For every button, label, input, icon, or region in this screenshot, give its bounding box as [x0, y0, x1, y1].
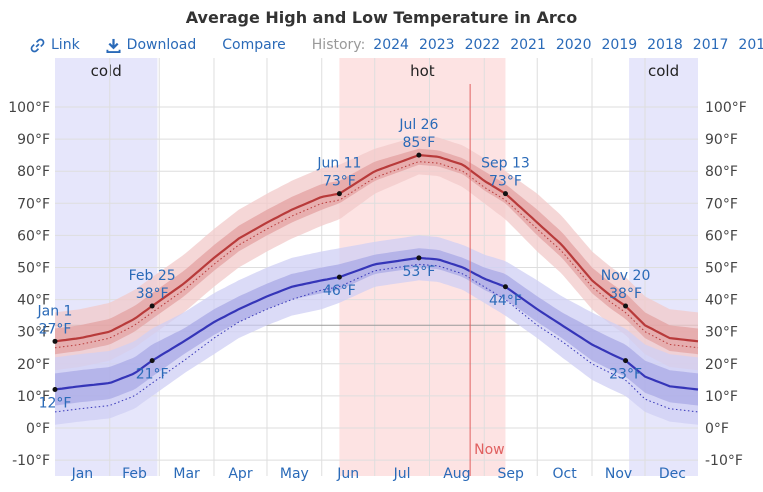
y-tick-right: 40°F — [705, 293, 738, 309]
y-tick-right: 100°F — [705, 100, 747, 116]
annotation-value: 27°F — [39, 321, 72, 337]
y-tick-left: 60°F — [17, 228, 50, 244]
y-tick-left: 70°F — [17, 196, 50, 212]
annotation-point — [149, 358, 155, 364]
y-tick-right: 0°F — [705, 421, 729, 437]
y-tick-right: 20°F — [705, 357, 738, 373]
annotation-value: 38°F — [136, 286, 169, 302]
history-year-2018[interactable]: 2018 — [647, 37, 683, 53]
annotation-value: 23°F — [609, 367, 642, 383]
annotation-date: Jul 26 — [398, 117, 438, 133]
annotation-value: 73°F — [489, 174, 522, 190]
season-label-cold: cold — [648, 62, 679, 80]
y-tick-left: 30°F — [17, 325, 50, 341]
annotation-value: 21°F — [136, 367, 169, 383]
y-tick-left: 40°F — [17, 293, 50, 309]
annotation-point — [52, 386, 58, 392]
y-tick-left: 20°F — [17, 357, 50, 373]
annotation-value: 53°F — [402, 264, 435, 280]
chart-title: Average High and Low Temperature in Arco — [185, 8, 578, 27]
month-tick: Jun — [336, 466, 359, 482]
y-tick-left: 100°F — [8, 100, 50, 116]
y-tick-right: 10°F — [705, 389, 738, 405]
annotation-value: 46°F — [323, 283, 356, 299]
month-tick: Mar — [173, 466, 200, 482]
annotation-point — [336, 191, 342, 197]
annotation-point — [416, 152, 422, 158]
y-tick-left: 10°F — [17, 389, 50, 405]
history-year-2020[interactable]: 2020 — [555, 37, 592, 53]
annotation-point — [502, 284, 508, 290]
y-tick-left: 90°F — [17, 132, 50, 148]
annotation-date: Sep 13 — [481, 156, 530, 172]
month-tick: Aug — [443, 466, 470, 482]
annotation-point — [149, 303, 155, 309]
y-tick-right: -10°F — [705, 453, 743, 469]
y-tick-left: 50°F — [17, 261, 50, 277]
annotation-point — [623, 358, 629, 364]
month-tick: Oct — [553, 466, 578, 482]
annotation-value: 38°F — [609, 286, 642, 302]
history-year-2024[interactable]: 2024 — [373, 37, 409, 53]
annotation-date: Jun 11 — [316, 156, 361, 172]
annotation-date: Jan 1 — [37, 303, 73, 319]
low-band-25-75 — [55, 248, 698, 406]
annotation-value: 12°F — [39, 395, 72, 411]
history-year-2021[interactable]: 2021 — [510, 37, 546, 53]
y-tick-right: 60°F — [705, 228, 738, 244]
low-dotted-line — [54, 263, 699, 413]
season-label-hot: hot — [410, 62, 435, 80]
month-tick: Jan — [71, 466, 94, 482]
history-year-2022[interactable]: 2022 — [464, 37, 501, 53]
month-tick: Feb — [122, 466, 147, 482]
annotation-date: Nov 20 — [601, 268, 651, 284]
download-label: Download — [126, 37, 197, 53]
annotation-point — [502, 191, 508, 197]
y-tick-right: 80°F — [705, 164, 738, 180]
history-year-2016[interactable]: 2016 — [738, 37, 763, 53]
y-tick-left: 0°F — [26, 421, 50, 437]
link-label: Link — [51, 37, 80, 53]
toolbar: Link Download Compare History: 2024 2023… — [30, 36, 763, 54]
history-year-2023[interactable]: 2023 — [418, 37, 455, 53]
high-line — [54, 153, 699, 343]
annotation-value: 85°F — [402, 135, 435, 151]
download-icon — [106, 38, 121, 53]
annotation-point — [623, 303, 629, 309]
season-label-cold: cold — [91, 62, 122, 80]
month-tick: Sep — [498, 466, 525, 482]
annotation-point — [52, 338, 58, 344]
low-band-10-90 — [55, 235, 698, 425]
annotation-point — [416, 255, 422, 261]
month-tick: Nov — [605, 466, 632, 482]
high-band-10-90 — [55, 135, 698, 371]
month-tick: Jul — [393, 466, 411, 482]
high-dotted-line — [54, 161, 699, 349]
month-tick: Dec — [659, 466, 686, 482]
annotation-value: 73°F — [323, 174, 356, 190]
low-line — [54, 256, 699, 391]
annotation-value: 44°F — [489, 293, 522, 309]
history-label: History: — [311, 37, 366, 53]
download-button[interactable]: Download — [106, 37, 197, 53]
history-year-2019[interactable]: 2019 — [601, 37, 638, 53]
y-tick-right: 90°F — [705, 132, 738, 148]
month-tick: Apr — [228, 466, 252, 482]
annotation-point — [336, 274, 342, 280]
history-year-2017[interactable]: 2017 — [692, 37, 729, 53]
link-icon — [30, 38, 45, 52]
y-tick-left: 80°F — [17, 164, 50, 180]
link-button[interactable]: Link — [30, 37, 80, 53]
now-label: Now — [474, 442, 505, 458]
y-tick-right: 50°F — [705, 261, 738, 277]
y-tick-left: -10°F — [12, 453, 50, 469]
compare-button[interactable]: Compare — [222, 37, 286, 53]
y-tick-right: 70°F — [705, 196, 738, 212]
annotation-date: Feb 25 — [129, 268, 176, 284]
month-tick: May — [280, 466, 309, 482]
y-tick-right: 30°F — [705, 325, 738, 341]
high-band-25-75 — [55, 148, 698, 355]
